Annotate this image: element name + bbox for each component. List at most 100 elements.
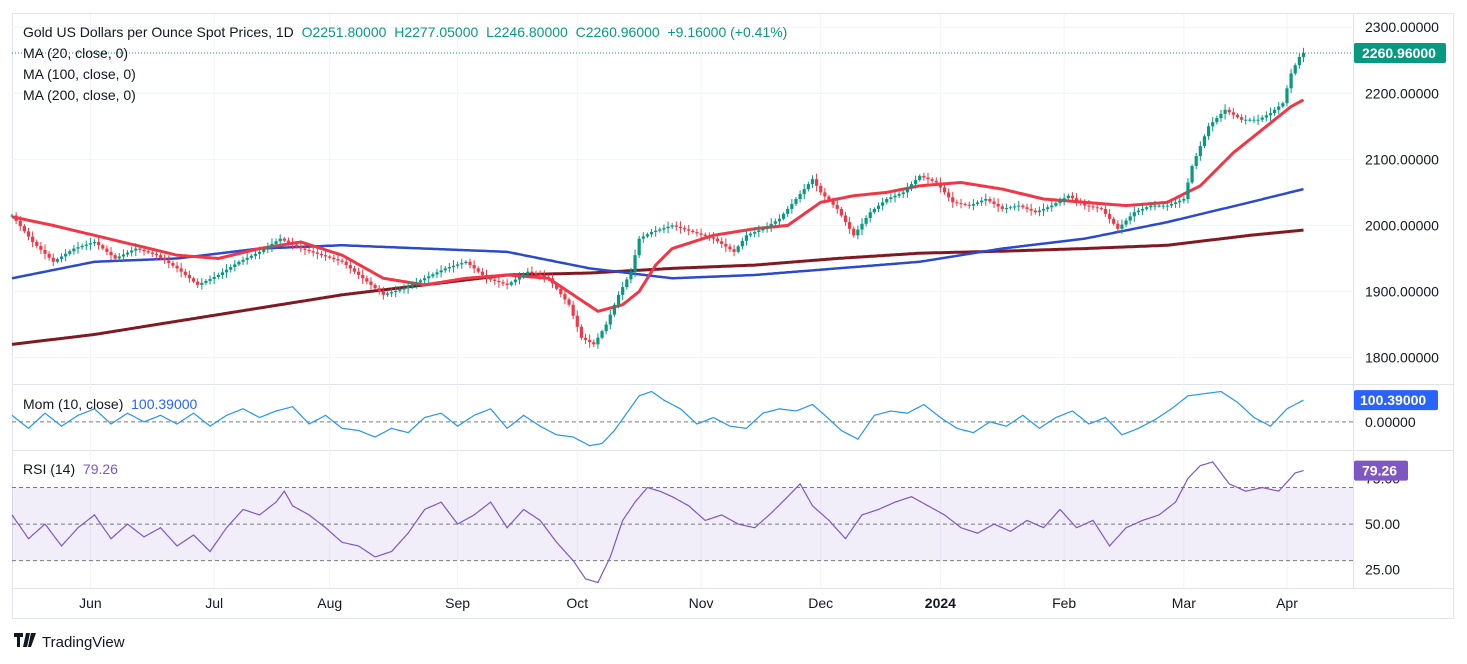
candle-body[interactable]: [1033, 210, 1037, 213]
candle-body[interactable]: [183, 271, 187, 275]
candle-body[interactable]: [208, 278, 212, 281]
candle-body[interactable]: [1124, 220, 1128, 225]
candle-body[interactable]: [456, 264, 460, 266]
candle-body[interactable]: [534, 273, 538, 275]
candle-body[interactable]: [472, 265, 476, 269]
candle-body[interactable]: [340, 260, 344, 262]
candle-body[interactable]: [522, 274, 526, 277]
candle-body[interactable]: [831, 200, 835, 205]
candle-body[interactable]: [843, 215, 848, 223]
candle-body[interactable]: [942, 187, 947, 193]
candle-body[interactable]: [88, 243, 92, 245]
candle-body[interactable]: [988, 199, 992, 202]
candle-body[interactable]: [881, 202, 885, 206]
candle-body[interactable]: [501, 282, 505, 284]
candle-body[interactable]: [674, 225, 678, 227]
candle-body[interactable]: [72, 248, 76, 252]
candle-body[interactable]: [889, 197, 893, 199]
candle-body[interactable]: [645, 234, 650, 237]
candle-body[interactable]: [670, 225, 674, 227]
candle-body[interactable]: [662, 228, 666, 230]
candle-body[interactable]: [1202, 136, 1207, 147]
candle-body[interactable]: [703, 234, 707, 236]
candle-body[interactable]: [212, 276, 216, 279]
candle-body[interactable]: [381, 291, 385, 295]
candle-body[interactable]: [1297, 56, 1301, 66]
candle-body[interactable]: [711, 237, 716, 239]
candle-body[interactable]: [1273, 109, 1277, 114]
candle-body[interactable]: [992, 201, 996, 204]
candle-body[interactable]: [563, 294, 567, 300]
candle-body[interactable]: [868, 212, 872, 218]
candle-body[interactable]: [781, 213, 786, 219]
candle-body[interactable]: [249, 255, 253, 258]
ma20-line[interactable]: [11, 98, 1305, 313]
candle-body[interactable]: [1301, 52, 1306, 57]
candle-body[interactable]: [1017, 205, 1021, 207]
candle-body[interactable]: [1264, 115, 1268, 118]
candle-body[interactable]: [196, 281, 200, 285]
candle-body[interactable]: [1285, 88, 1289, 104]
candle-body[interactable]: [736, 246, 740, 252]
candle-body[interactable]: [1037, 210, 1042, 213]
candle-body[interactable]: [286, 240, 291, 243]
candle-body[interactable]: [31, 236, 35, 242]
candle-body[interactable]: [1095, 207, 1099, 209]
candle-body[interactable]: [542, 275, 546, 277]
candle-body[interactable]: [608, 314, 612, 325]
candle-body[interactable]: [707, 236, 711, 238]
candle-body[interactable]: [1079, 200, 1083, 204]
candle-body[interactable]: [1116, 223, 1120, 229]
candle-body[interactable]: [1021, 205, 1025, 208]
candle-body[interactable]: [344, 261, 348, 266]
candle-body[interactable]: [26, 231, 31, 237]
candle-body[interactable]: [68, 251, 72, 254]
candle-body[interactable]: [484, 274, 489, 279]
candle-body[interactable]: [691, 230, 695, 233]
candle-body[interactable]: [571, 304, 575, 316]
candle-body[interactable]: [621, 287, 625, 295]
candle-body[interactable]: [427, 276, 431, 279]
candle-body[interactable]: [84, 244, 88, 246]
candle-body[interactable]: [1025, 207, 1029, 209]
ma200-line[interactable]: [11, 228, 1304, 346]
candle-body[interactable]: [348, 265, 352, 269]
candle-body[interactable]: [18, 220, 22, 227]
candle-body[interactable]: [311, 251, 315, 253]
candle-body[interactable]: [241, 259, 245, 262]
candle-body[interactable]: [493, 279, 497, 281]
candle-body[interactable]: [447, 267, 451, 269]
candle-body[interactable]: [938, 182, 942, 188]
candle-body[interactable]: [385, 293, 390, 295]
candle-body[interactable]: [282, 238, 286, 241]
candle-body[interactable]: [649, 232, 654, 235]
candle-body[interactable]: [930, 179, 934, 181]
candle-body[interactable]: [76, 247, 80, 249]
candle-body[interactable]: [699, 233, 703, 235]
candle-body[interactable]: [406, 286, 410, 289]
candle-body[interactable]: [229, 267, 233, 270]
candle-body[interactable]: [963, 203, 967, 205]
ma100-line[interactable]: [11, 187, 1304, 280]
candle-body[interactable]: [728, 246, 732, 250]
mom-legend[interactable]: Mom (10, close) 100.39000: [23, 396, 197, 412]
candle-body[interactable]: [1046, 207, 1050, 209]
candle-body[interactable]: [715, 238, 720, 242]
tradingview-brand[interactable]: TradingView: [14, 633, 125, 652]
candle-body[interactable]: [790, 203, 794, 209]
candle-body[interactable]: [852, 228, 856, 236]
candle-body[interactable]: [720, 241, 724, 244]
candle-body[interactable]: [1260, 117, 1264, 120]
candle-body[interactable]: [443, 268, 447, 271]
candle-body[interactable]: [1091, 206, 1095, 208]
candle-body[interactable]: [1136, 210, 1141, 213]
candle-body[interactable]: [695, 232, 699, 234]
candle-body[interactable]: [1103, 208, 1108, 214]
candle-body[interactable]: [266, 246, 270, 250]
candle-body[interactable]: [918, 175, 922, 181]
candle-body[interactable]: [299, 246, 303, 249]
candle-body[interactable]: [1066, 195, 1070, 199]
candle-body[interactable]: [92, 241, 97, 244]
candle-body[interactable]: [505, 283, 509, 285]
candle-body[interactable]: [967, 204, 971, 206]
